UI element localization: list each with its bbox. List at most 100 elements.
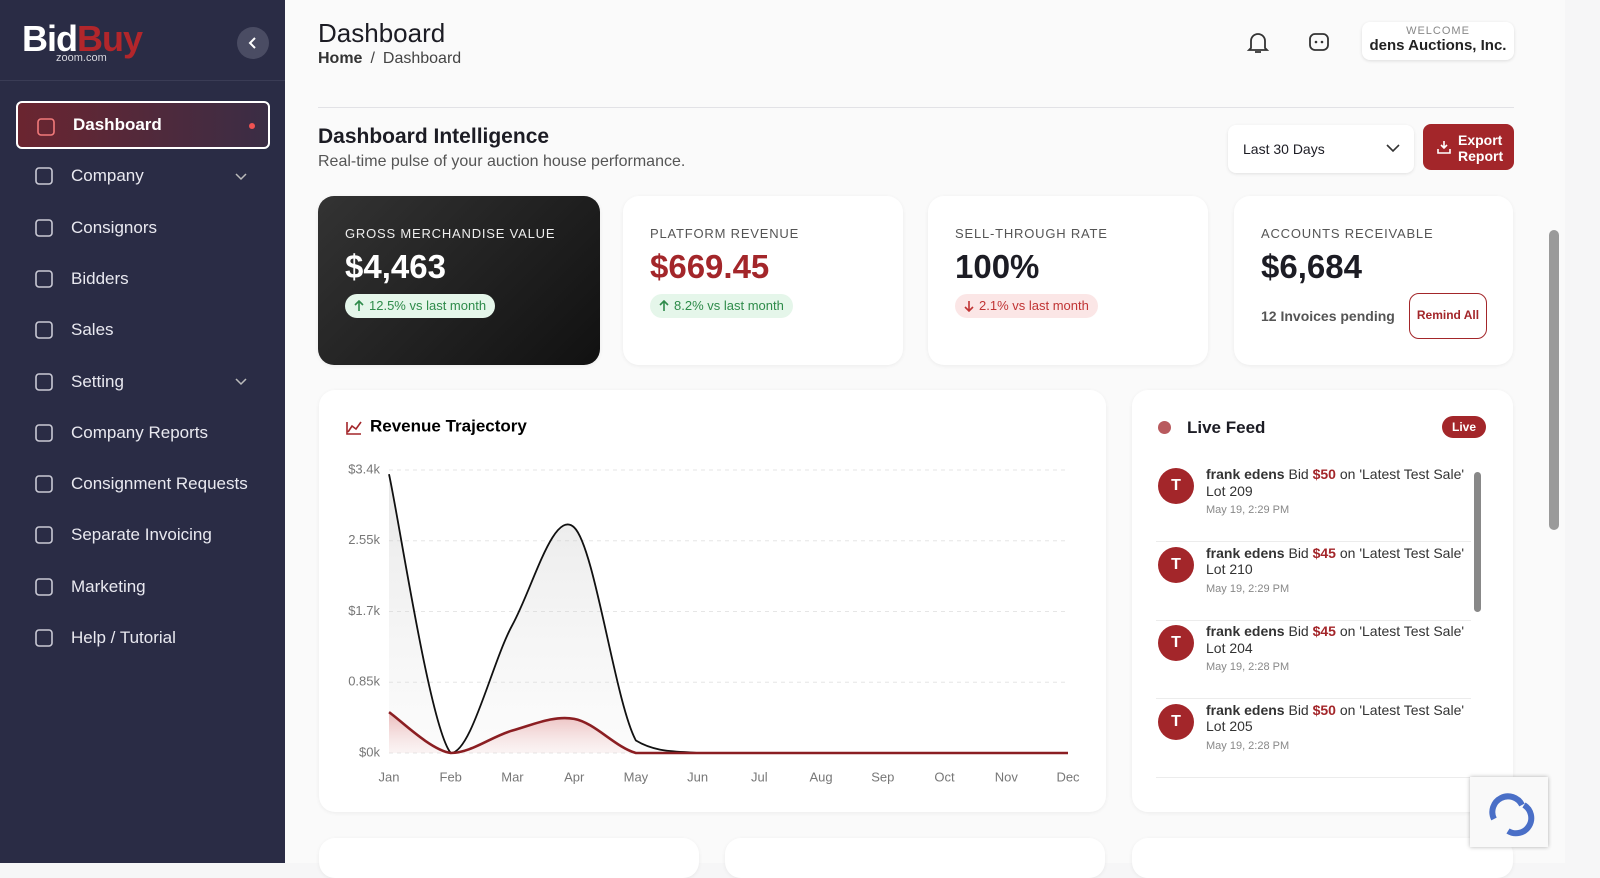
nav-item[interactable]: Help / Tutorial bbox=[16, 614, 270, 662]
bid-amount: $50 bbox=[1312, 466, 1336, 482]
feed-detail: on 'Latest Test Sale' Lot 209 bbox=[1206, 466, 1465, 499]
card bbox=[319, 838, 699, 878]
chat-icon[interactable] bbox=[1306, 30, 1332, 56]
feed-time: May 19, 2:29 PM bbox=[1206, 504, 1290, 516]
chart-title: Revenue Trajectory bbox=[370, 416, 527, 435]
nav-label: Marketing bbox=[71, 576, 146, 596]
nav-label: Sales bbox=[71, 320, 114, 340]
nav-label: Dashboard bbox=[73, 115, 162, 134]
logo[interactable]: BidBuy bbox=[22, 18, 143, 60]
nav-icon bbox=[35, 372, 53, 391]
kpi-card: SELL-THROUGH RATE 100% 2.1% vs last month bbox=[928, 196, 1208, 365]
bell-icon[interactable] bbox=[1245, 30, 1271, 56]
chart-card: Revenue Trajectory $0k 0.85k $1.7k 2.55k $3.… bbox=[319, 390, 1106, 812]
divider bbox=[0, 80, 285, 81]
logo-part: Buy bbox=[77, 18, 143, 59]
nav-item[interactable]: Setting bbox=[16, 358, 270, 406]
remind-button[interactable]: Remind All bbox=[1409, 293, 1487, 339]
scrollbar-thumb[interactable] bbox=[1474, 472, 1481, 612]
chevron-icon bbox=[235, 173, 247, 181]
recaptcha-badge[interactable] bbox=[1470, 777, 1548, 847]
collapse-button[interactable] bbox=[237, 27, 269, 59]
user-menu[interactable]: WELCOME dens Auctions, Inc. bbox=[1362, 22, 1514, 60]
area bbox=[389, 474, 1068, 753]
kpi-card: ACCOUNTS RECEIVABLE $6,684 12 Invoices p… bbox=[1234, 196, 1513, 365]
export-button[interactable]: Export Report bbox=[1423, 124, 1514, 170]
kpi-change: 8.2% vs last month bbox=[650, 294, 793, 318]
nav-item[interactable]: Separate Invoicing bbox=[16, 511, 270, 559]
nav-item[interactable]: Company bbox=[16, 152, 270, 200]
nav-item[interactable]: Consignors bbox=[16, 204, 270, 252]
kpi-card: PLATFORM REVENUE $669.45 8.2% vs last mont… bbox=[623, 196, 903, 365]
card bbox=[1132, 838, 1513, 878]
logo-sub: zoom.com bbox=[56, 52, 107, 64]
feed-detail: on 'Latest Test Sale' Lot 205 bbox=[1206, 701, 1465, 735]
trend-icon bbox=[964, 301, 974, 312]
nav-label: Bidders bbox=[71, 268, 129, 288]
chevron-icon bbox=[1386, 144, 1400, 153]
welcome-label: WELCOME bbox=[1406, 25, 1470, 37]
crumb[interactable]: Home bbox=[318, 50, 363, 67]
feed-time: May 19, 2:29 PM bbox=[1206, 582, 1290, 595]
trend-icon bbox=[354, 300, 364, 311]
trend-icon bbox=[659, 300, 669, 311]
nav-item[interactable]: Sales bbox=[16, 306, 270, 354]
y-tick-label: 2.55k bbox=[348, 532, 380, 547]
x-tick-label: Mar bbox=[501, 769, 524, 784]
nav-label: Company bbox=[71, 166, 144, 186]
feed-verb: Bid bbox=[1288, 623, 1309, 639]
range-select[interactable]: Last 30 Days bbox=[1228, 125, 1414, 173]
kpi-change-text: 12.5% vs last month bbox=[369, 298, 487, 313]
kpi-value: $669.45 bbox=[650, 248, 770, 285]
x-tick-label: Feb bbox=[440, 769, 462, 784]
line bbox=[388, 711, 1068, 755]
nav-icon bbox=[35, 321, 53, 339]
active-dot bbox=[249, 123, 255, 129]
download-icon bbox=[1437, 141, 1451, 154]
nav-item[interactable]: Bidders bbox=[16, 255, 270, 303]
avatar: Τ bbox=[1158, 546, 1194, 583]
nav-label: Help / Tutorial bbox=[71, 628, 176, 647]
nav-icon bbox=[35, 526, 53, 545]
nav-item[interactable]: Company Reports bbox=[16, 409, 270, 457]
feed-text: frank edens Bid $50 on 'Latest Test Sale… bbox=[1206, 702, 1466, 755]
feed-time: May 19, 2:28 PM bbox=[1206, 739, 1290, 752]
feed-detail: on 'Latest Test Sale' Lot 204 bbox=[1206, 623, 1465, 656]
chart-icon bbox=[346, 421, 362, 435]
export-label: Export Report bbox=[1458, 132, 1504, 164]
nav-item[interactable]: Dashboard bbox=[16, 101, 270, 149]
nav-item[interactable]: Marketing bbox=[16, 563, 270, 611]
x-tick-label: Sep bbox=[871, 769, 894, 784]
page-scrollbar[interactable] bbox=[1549, 230, 1559, 530]
bid-amount: $50 bbox=[1312, 701, 1336, 718]
nav-item[interactable]: Consignment Requests bbox=[16, 460, 270, 508]
nav-icon bbox=[35, 218, 53, 237]
x-tick-label: Jan bbox=[379, 769, 400, 784]
crumb: Dashboard bbox=[382, 50, 462, 67]
bid-amount: $45 bbox=[1312, 623, 1336, 639]
avatar: Τ bbox=[1158, 468, 1194, 504]
avatar: Τ bbox=[1158, 703, 1194, 740]
x-tick-label: Jul bbox=[751, 769, 768, 784]
logo-part: Bid bbox=[22, 18, 78, 59]
y-tick-label: 0.85k bbox=[348, 674, 380, 689]
y-tick-label: $1.7k bbox=[348, 603, 380, 618]
bidder-name: frank edens bbox=[1206, 701, 1285, 718]
feed-verb: Bid bbox=[1288, 701, 1309, 718]
nav-icon bbox=[35, 167, 53, 186]
bid-amount: $45 bbox=[1312, 544, 1336, 561]
kpi-label: GROSS MERCHANDISE VALUE bbox=[345, 226, 556, 241]
feed-verb: Bid bbox=[1288, 544, 1309, 561]
x-tick-label: Apr bbox=[564, 769, 585, 784]
nav-label: Company Reports bbox=[71, 422, 209, 442]
x-tick-label: Jun bbox=[687, 769, 708, 784]
nav-label: Separate Invoicing bbox=[71, 525, 212, 545]
feed-detail: on 'Latest Test Sale' Lot 210 bbox=[1206, 544, 1465, 578]
recaptcha-icon bbox=[1489, 793, 1535, 837]
feed-time: May 19, 2:28 PM bbox=[1206, 661, 1290, 673]
bidder-name: frank edens bbox=[1206, 466, 1285, 482]
nav-icon bbox=[35, 475, 53, 493]
